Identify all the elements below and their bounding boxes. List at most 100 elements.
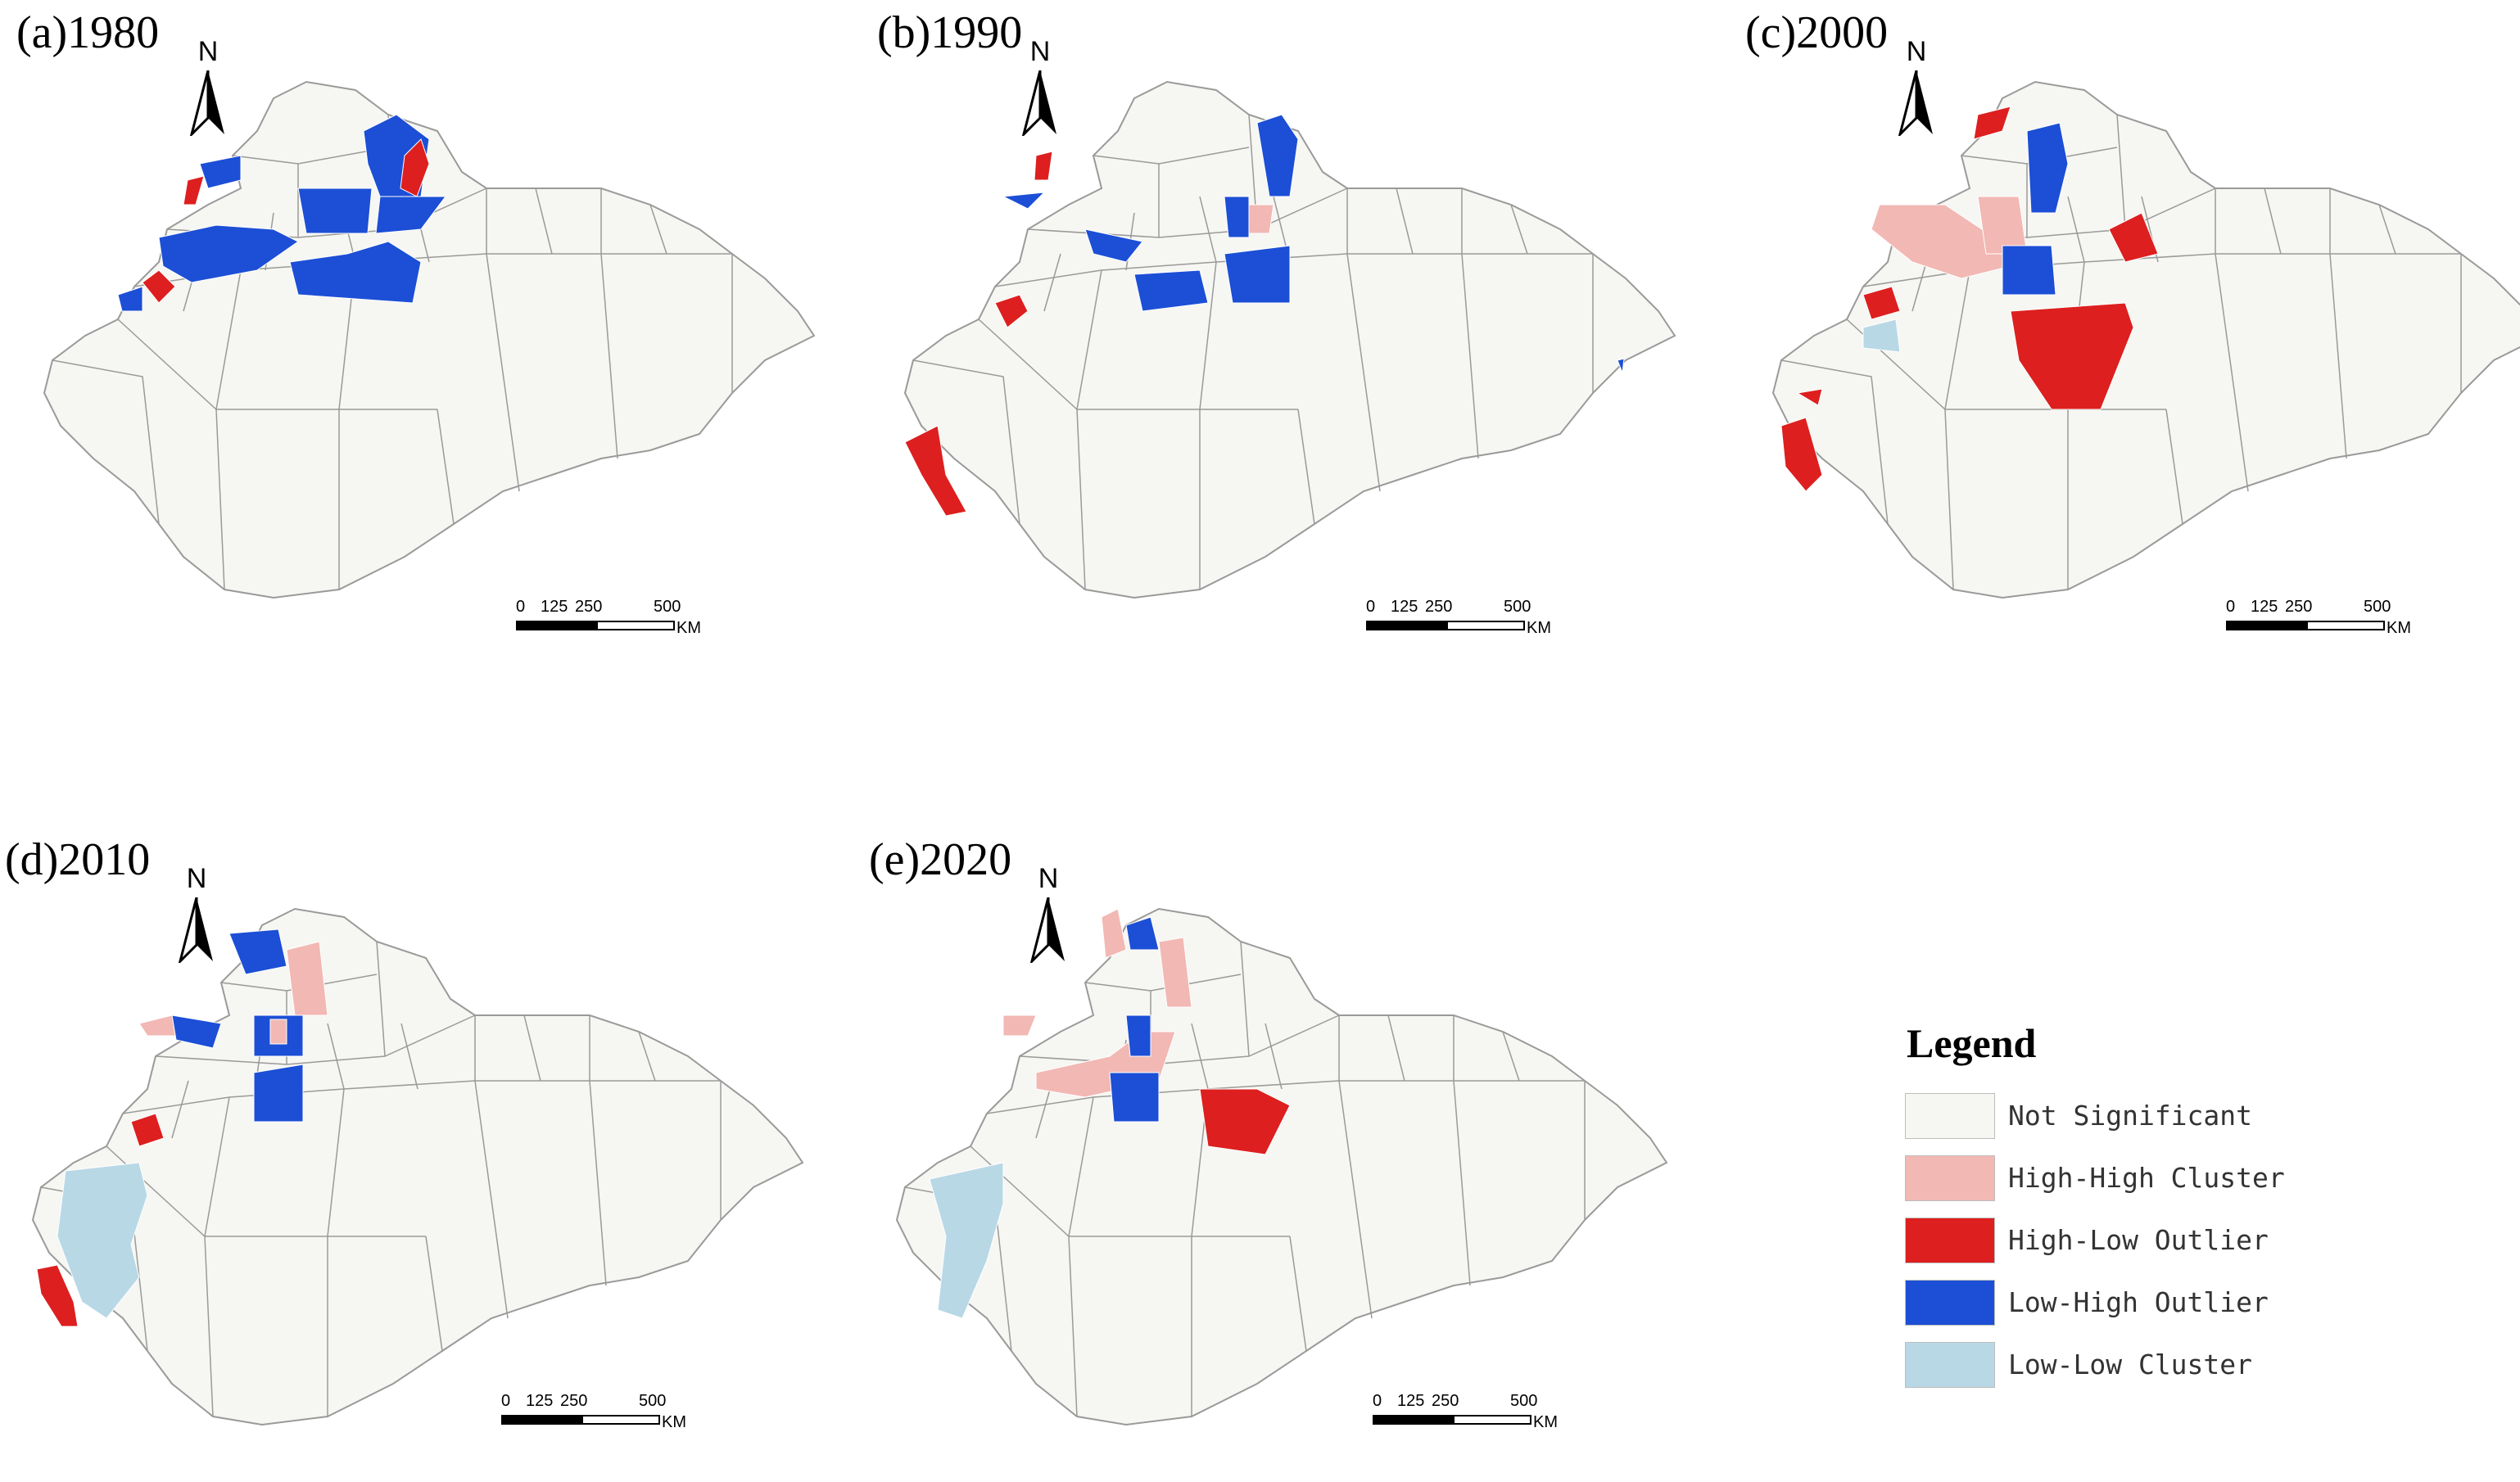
scale-tick: 500 bbox=[2364, 598, 2391, 616]
county-boundary bbox=[1265, 1023, 1283, 1090]
legend-label: Low-Low Cluster bbox=[2008, 1349, 2253, 1380]
county-unit-high-low bbox=[2010, 302, 2134, 410]
legend-item-not-significant: Not Significant bbox=[1905, 1093, 2331, 1142]
scale-bar-segment bbox=[1453, 1415, 1531, 1425]
county-boundary bbox=[1510, 204, 1528, 255]
scale-tick: 0 bbox=[501, 1392, 511, 1410]
county-boundary bbox=[1068, 1236, 1078, 1417]
county-unit-high-high bbox=[1101, 908, 1127, 959]
county-unit-high-high bbox=[286, 941, 328, 1016]
north-arrow: N bbox=[1020, 863, 1077, 969]
legend-swatch bbox=[1905, 1342, 1995, 1388]
north-arrow: N bbox=[1011, 36, 1069, 142]
county-boundary bbox=[117, 319, 437, 410]
scale-bar-segment bbox=[501, 1415, 581, 1425]
map-panel-1990: (b)1990 N bbox=[872, 0, 1724, 655]
county-boundary bbox=[1338, 1080, 1373, 1319]
north-arrow: N bbox=[168, 863, 225, 969]
county-boundary bbox=[1199, 196, 1217, 263]
scale-tick: 250 bbox=[575, 598, 603, 616]
county-unit-high-low bbox=[1796, 388, 1823, 406]
county-unit-high-low bbox=[400, 138, 430, 197]
north-arrow-icon bbox=[1898, 70, 1933, 136]
county-boundary bbox=[2215, 253, 2249, 492]
legend-label: High-Low Outlier bbox=[2008, 1224, 2269, 1256]
region-map bbox=[895, 907, 1668, 1426]
county-boundary bbox=[2165, 409, 2183, 525]
scale-unit: KM bbox=[1533, 1413, 1558, 1431]
north-letter: N bbox=[1038, 863, 1059, 894]
county-boundary bbox=[1019, 1014, 1340, 1065]
county-boundary bbox=[649, 204, 667, 255]
county-unit-low-high bbox=[117, 286, 143, 312]
county-boundary bbox=[1191, 1023, 1209, 1090]
county-unit-low-high bbox=[228, 929, 287, 975]
map-panel-2010: (d)2010 N bbox=[0, 827, 852, 1482]
county-unit-low-high bbox=[199, 155, 242, 189]
scale-tick: 125 bbox=[526, 1392, 554, 1410]
county-boundary bbox=[1297, 409, 1315, 525]
scale-bar: 0 125 250 500 KM bbox=[1373, 1392, 1586, 1441]
scale-tick: 0 bbox=[516, 598, 526, 616]
scale-tick: 250 bbox=[2285, 598, 2313, 616]
scale-bar-segment bbox=[2226, 621, 2306, 630]
scale-bar-segment bbox=[596, 621, 675, 630]
county-boundary bbox=[1502, 1031, 1520, 1082]
county-boundary bbox=[2378, 204, 2396, 255]
county-unit-low-high bbox=[375, 196, 446, 234]
county-unit-low-high bbox=[1224, 196, 1250, 238]
county-boundary bbox=[204, 1236, 214, 1417]
legend-swatch bbox=[1905, 1093, 1995, 1139]
north-arrow-icon bbox=[1029, 897, 1065, 963]
county-unit-low-high bbox=[1125, 916, 1160, 951]
county-boundary bbox=[1396, 188, 1414, 255]
scale-tick: 250 bbox=[560, 1392, 588, 1410]
county-boundary bbox=[1944, 269, 1970, 410]
county-boundary bbox=[425, 1236, 443, 1352]
county-unit-low-high bbox=[1224, 245, 1291, 304]
scale-bar-segment bbox=[2306, 621, 2385, 630]
scale-tick: 500 bbox=[639, 1392, 667, 1410]
county-boundary bbox=[327, 1088, 345, 1237]
county-unit-low-high bbox=[253, 1064, 304, 1123]
county-unit-low-high bbox=[158, 224, 299, 283]
scale-bar: 0 125 250 500 KM bbox=[1366, 598, 1579, 647]
region-map bbox=[43, 80, 816, 599]
county-unit-low-high bbox=[1109, 1072, 1160, 1123]
scale-tick: 500 bbox=[1504, 598, 1531, 616]
north-arrow: N bbox=[179, 36, 237, 142]
map-panel-1980: (a)1980 N bbox=[11, 0, 863, 655]
legend-item-high-high: High-High Cluster bbox=[1905, 1155, 2331, 1204]
county-unit-low-high bbox=[1617, 358, 1625, 373]
scale-tick: 500 bbox=[1510, 1392, 1538, 1410]
county-boundary bbox=[1240, 941, 1250, 1057]
scale-bar-segment bbox=[516, 621, 596, 630]
county-unit-low-high bbox=[1002, 192, 1046, 210]
north-arrow: N bbox=[1888, 36, 1945, 142]
county-boundary bbox=[52, 359, 160, 525]
north-arrow-icon bbox=[178, 897, 213, 963]
county-boundary bbox=[1846, 319, 2166, 410]
county-unit-high-high bbox=[1248, 204, 1274, 234]
north-letter: N bbox=[197, 36, 219, 67]
region-outline bbox=[31, 907, 804, 1426]
county-boundary bbox=[2329, 253, 2347, 459]
north-arrow-icon bbox=[189, 70, 224, 136]
county-unit-high-high bbox=[269, 1019, 287, 1045]
county-boundary bbox=[638, 1031, 656, 1082]
scale-bar-segment bbox=[1373, 1415, 1453, 1425]
scale-tick: 125 bbox=[541, 598, 568, 616]
county-boundary bbox=[1199, 261, 1217, 410]
scale-bar: 0 125 250 500 KM bbox=[501, 1392, 714, 1441]
scale-tick: 125 bbox=[1397, 1392, 1425, 1410]
county-boundary bbox=[523, 1014, 541, 1082]
scale-bar-segment bbox=[1366, 621, 1446, 630]
county-boundary bbox=[376, 941, 386, 1057]
scale-unit: KM bbox=[676, 619, 701, 637]
map-panel-2000: (c)2000 N bbox=[1740, 0, 2520, 655]
region-map bbox=[31, 907, 804, 1426]
county-boundary bbox=[1076, 269, 1102, 410]
scale-unit: KM bbox=[2387, 619, 2411, 637]
county-boundary bbox=[155, 1014, 476, 1065]
region-outline bbox=[43, 80, 816, 599]
